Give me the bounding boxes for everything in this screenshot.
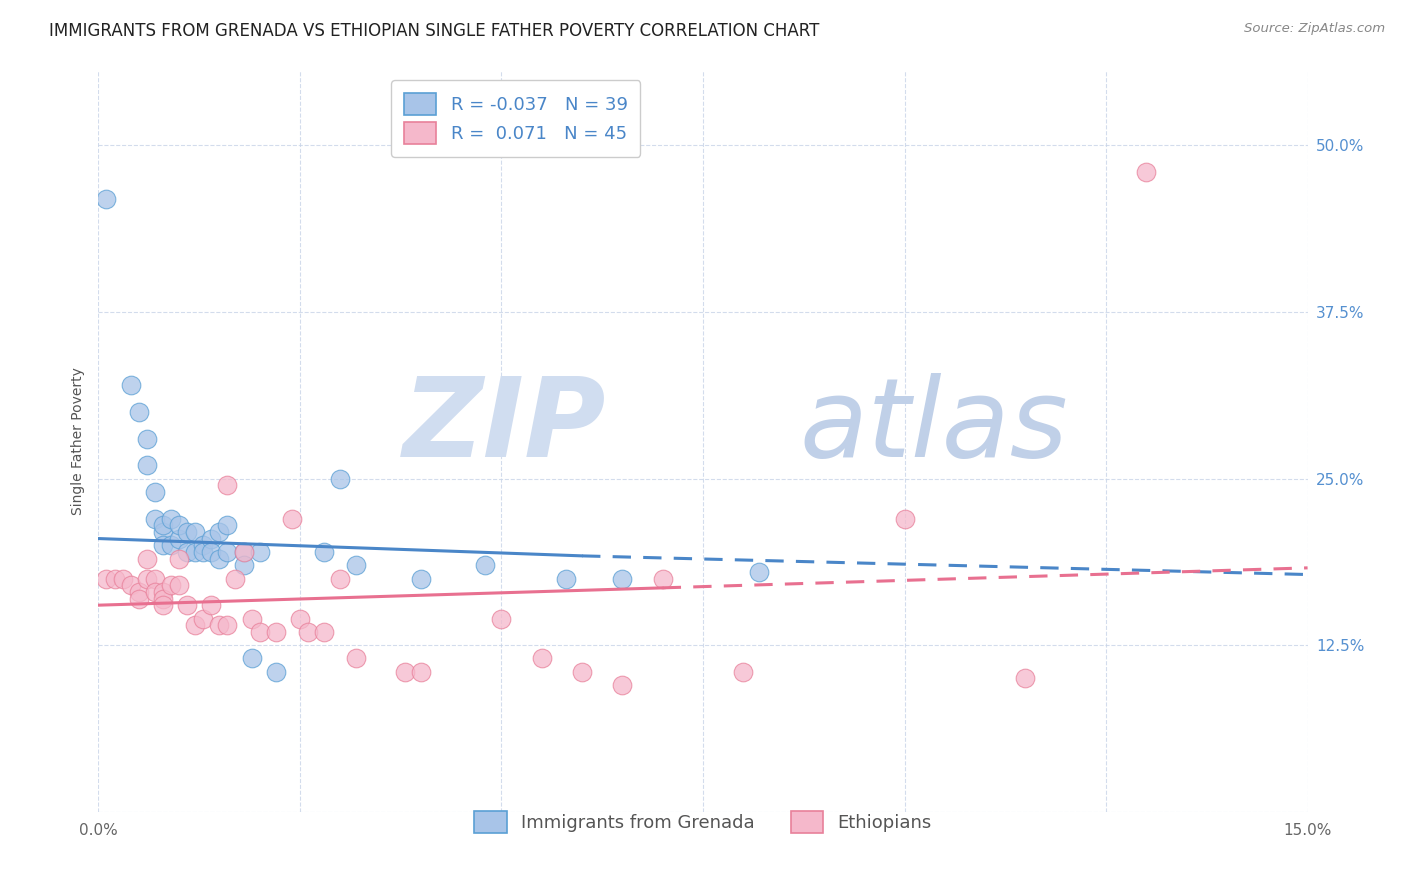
Point — [651, 572, 673, 586]
Point — [314, 624, 336, 639]
Point — [217, 545, 239, 559]
Point — [208, 551, 231, 566]
Point — [120, 578, 142, 592]
Point — [249, 624, 271, 639]
Point — [893, 511, 915, 525]
Point — [314, 545, 336, 559]
Point — [491, 611, 513, 625]
Point — [103, 572, 125, 586]
Point — [530, 651, 553, 665]
Point — [733, 665, 755, 679]
Point — [1014, 672, 1036, 686]
Point — [200, 598, 222, 612]
Point — [200, 532, 222, 546]
Point — [152, 524, 174, 539]
Point — [240, 611, 263, 625]
Point — [184, 545, 207, 559]
Point — [240, 651, 263, 665]
Legend: Immigrants from Grenada, Ethiopians: Immigrants from Grenada, Ethiopians — [463, 800, 943, 844]
Point — [152, 591, 174, 606]
Point — [748, 565, 770, 579]
Point — [184, 618, 207, 632]
Point — [184, 524, 207, 539]
Point — [167, 532, 190, 546]
Point — [128, 405, 150, 419]
Point — [474, 558, 496, 573]
Point — [208, 618, 231, 632]
Text: atlas: atlas — [800, 373, 1069, 480]
Point — [135, 432, 157, 446]
Point — [281, 511, 304, 525]
Point — [143, 484, 166, 499]
Point — [135, 572, 157, 586]
Text: Source: ZipAtlas.com: Source: ZipAtlas.com — [1244, 22, 1385, 36]
Point — [232, 545, 254, 559]
Point — [160, 511, 183, 525]
Point — [232, 558, 254, 573]
Point — [193, 538, 215, 552]
Text: IMMIGRANTS FROM GRENADA VS ETHIOPIAN SINGLE FATHER POVERTY CORRELATION CHART: IMMIGRANTS FROM GRENADA VS ETHIOPIAN SIN… — [49, 22, 820, 40]
Point — [193, 545, 215, 559]
Point — [217, 478, 239, 492]
Y-axis label: Single Father Poverty: Single Father Poverty — [72, 368, 86, 516]
Point — [193, 611, 215, 625]
Point — [288, 611, 311, 625]
Point — [555, 572, 578, 586]
Point — [143, 572, 166, 586]
Point — [143, 511, 166, 525]
Point — [571, 665, 593, 679]
Point — [111, 572, 134, 586]
Text: ZIP: ZIP — [402, 373, 606, 480]
Point — [612, 678, 634, 692]
Point — [264, 624, 287, 639]
Point — [264, 665, 287, 679]
Point — [160, 538, 183, 552]
Point — [409, 572, 432, 586]
Point — [135, 458, 157, 473]
Point — [120, 378, 142, 392]
Point — [96, 192, 118, 206]
Point — [135, 551, 157, 566]
Point — [143, 585, 166, 599]
Point — [344, 651, 367, 665]
Point — [217, 518, 239, 533]
Point — [249, 545, 271, 559]
Point — [1135, 165, 1157, 179]
Point — [409, 665, 432, 679]
Point — [232, 545, 254, 559]
Point — [329, 472, 352, 486]
Point — [167, 518, 190, 533]
Point — [394, 665, 416, 679]
Point — [167, 551, 190, 566]
Point — [329, 572, 352, 586]
Point — [176, 545, 198, 559]
Point — [167, 578, 190, 592]
Point — [344, 558, 367, 573]
Point — [200, 545, 222, 559]
Point — [128, 585, 150, 599]
Point — [152, 538, 174, 552]
Point — [612, 572, 634, 586]
Point — [297, 624, 319, 639]
Point — [208, 524, 231, 539]
Point — [176, 598, 198, 612]
Point — [152, 585, 174, 599]
Point — [152, 518, 174, 533]
Point — [96, 572, 118, 586]
Point — [152, 598, 174, 612]
Point — [224, 572, 246, 586]
Point — [160, 578, 183, 592]
Point — [217, 618, 239, 632]
Point — [176, 524, 198, 539]
Point — [128, 591, 150, 606]
